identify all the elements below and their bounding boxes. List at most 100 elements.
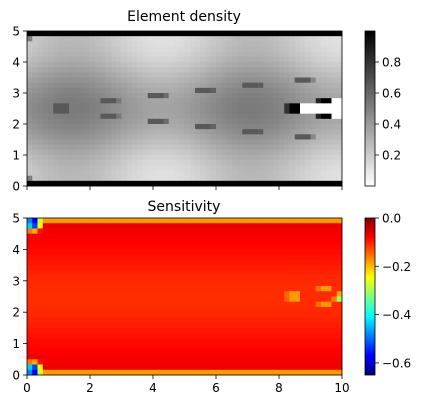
heatmap-cell (279, 62, 285, 68)
heatmap-cell (58, 348, 65, 355)
heatmap-cell (221, 296, 227, 303)
heatmap-cell (284, 359, 290, 365)
heatmap-cell (310, 364, 317, 371)
heatmap-cell (153, 354, 159, 360)
heatmap-cell (237, 259, 243, 266)
heatmap-cell (258, 338, 264, 344)
heatmap-cell (137, 233, 143, 240)
heatmap-cell (258, 175, 264, 182)
heatmap-cell (284, 36, 290, 42)
heatmap-cell (153, 223, 159, 229)
heatmap-cell (69, 317, 75, 324)
heatmap-cell (84, 149, 91, 156)
heatmap-cell (137, 254, 143, 261)
heatmap-cell (174, 338, 180, 344)
heatmap-cell (258, 170, 264, 177)
heatmap-cell (79, 155, 86, 161)
heatmap-cell (247, 77, 254, 84)
heatmap-cell (310, 286, 317, 292)
heatmap-cell (184, 72, 191, 78)
heatmap-cell (184, 149, 191, 156)
heatmap-cell (247, 296, 254, 303)
heatmap-cell (63, 364, 70, 371)
heatmap-cell (247, 270, 254, 276)
heatmap-cell (336, 270, 343, 276)
heatmap-cell (221, 249, 227, 255)
heatmap-cell (32, 280, 38, 287)
heatmap-cell (121, 36, 128, 42)
heatmap-cell (95, 134, 101, 140)
heatmap-cell (331, 343, 338, 350)
heatmap-cell (305, 118, 311, 125)
heatmap-cell (305, 82, 311, 89)
heatmap-cell (116, 170, 122, 177)
heatmap-cell (189, 82, 196, 89)
heatmap-cell (79, 244, 86, 250)
heatmap-cell (147, 87, 154, 94)
heatmap-cell (137, 31, 143, 37)
heatmap-cell (210, 296, 217, 303)
heatmap-cell (263, 82, 269, 89)
heatmap-cell (174, 165, 180, 171)
heatmap-cell (195, 134, 201, 140)
heatmap-cell (158, 249, 164, 255)
heatmap-cell (126, 160, 133, 166)
heatmap-cell (273, 124, 280, 130)
heatmap-cell (294, 124, 301, 130)
heatmap-cell (331, 270, 338, 276)
heatmap-cell (37, 254, 44, 261)
heatmap-cell (116, 62, 122, 68)
heatmap-cell (205, 56, 212, 63)
heatmap-cell (326, 113, 332, 120)
heatmap-cell (27, 165, 33, 171)
heatmap-cell (74, 306, 80, 313)
heatmap-cell (184, 165, 191, 171)
heatmap-cell (132, 165, 138, 171)
heatmap-cell (27, 82, 33, 89)
heatmap-cell (42, 87, 49, 94)
heatmap-cell (273, 223, 280, 229)
heatmap-cell (326, 238, 332, 245)
heatmap-cell (305, 343, 311, 350)
heatmap-cell (284, 51, 290, 58)
heatmap-cell (163, 41, 170, 47)
heatmap-cell (79, 265, 86, 271)
heatmap-cell (184, 244, 191, 250)
heatmap-cell (48, 160, 54, 166)
heatmap-cell (74, 369, 80, 376)
heatmap-cell (195, 322, 201, 329)
heatmap-cell (147, 280, 154, 287)
heatmap-cell (95, 254, 101, 261)
heatmap-cell (326, 359, 332, 365)
heatmap-cell (42, 113, 49, 120)
heatmap-cell (137, 333, 143, 339)
heatmap-cell (100, 369, 107, 376)
heatmap-cell (137, 296, 143, 303)
heatmap-cell (111, 280, 117, 287)
heatmap-cell (258, 129, 264, 135)
heatmap-cell (268, 118, 275, 125)
heatmap-cell (289, 46, 296, 53)
heatmap-cell (153, 31, 159, 37)
heatmap-cell (242, 103, 248, 109)
heatmap-cell (226, 82, 233, 89)
heatmap-cell (111, 129, 117, 135)
heatmap-cell (200, 233, 206, 240)
heatmap-cell (158, 170, 164, 177)
heatmap-cell (300, 46, 306, 53)
heatmap-cell (90, 93, 96, 99)
heatmap-cell (158, 139, 164, 146)
heatmap-cell (174, 343, 180, 350)
heatmap-cell (42, 254, 49, 261)
heatmap-cell (216, 118, 222, 125)
heatmap-cell (74, 238, 80, 245)
heatmap-cell (179, 51, 185, 58)
heatmap-cell (100, 291, 107, 297)
heatmap-cell (321, 134, 327, 140)
heatmap-cell (95, 149, 101, 156)
x-tick-label: 0 (23, 381, 31, 395)
heatmap-cell (221, 170, 227, 177)
heatmap-cell (90, 238, 96, 245)
heatmap-cell (273, 228, 280, 235)
heatmap-cell (315, 233, 322, 240)
